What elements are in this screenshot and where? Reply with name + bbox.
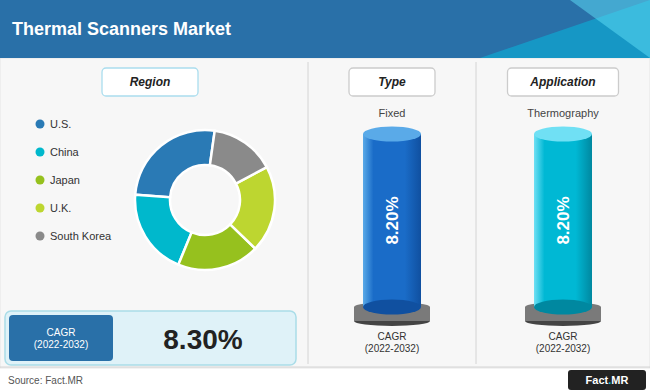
- legend-swatch: [36, 232, 45, 241]
- cylinder: [363, 134, 421, 307]
- logo: Fact.MR: [586, 374, 629, 386]
- title: Thermal Scanners Market: [12, 19, 231, 39]
- footer-separator: [0, 367, 650, 368]
- cylinder-label: 8.20%: [383, 196, 402, 244]
- cagr-value: 8.30%: [163, 324, 242, 355]
- legend-entry: China: [50, 146, 80, 158]
- header-accent: [480, 0, 650, 58]
- separator: [476, 62, 477, 364]
- legend-swatch: [36, 204, 45, 213]
- pie-slice: [210, 131, 267, 184]
- section-label-box: [102, 68, 198, 96]
- section-label-box: [349, 68, 435, 96]
- legend-swatch: [36, 148, 45, 157]
- logo-part: MR: [611, 374, 628, 386]
- logo-box: [568, 370, 646, 390]
- legend-swatch: [36, 176, 45, 185]
- legend-entry: U.S.: [50, 118, 71, 130]
- legend-entry: U.K.: [50, 202, 71, 214]
- cylinder-bottom: [363, 299, 421, 314]
- separator: [308, 62, 309, 364]
- cagr-label: CAGR(2022-2032): [34, 326, 88, 350]
- source: Source: Fact.MR: [8, 375, 83, 386]
- cagr-box: [5, 311, 296, 365]
- pie-slice: [135, 130, 215, 197]
- section-sub: Fixed: [379, 107, 406, 119]
- content-background: [0, 58, 650, 368]
- section-label: Region: [130, 75, 171, 89]
- pie: [135, 130, 275, 270]
- cylinder: [534, 134, 592, 307]
- legend-entry: South Korea: [50, 230, 112, 242]
- cagr-label-box: [9, 315, 113, 361]
- cylinder-top: [534, 126, 592, 141]
- section-label: Application: [529, 75, 595, 89]
- background: [0, 0, 650, 392]
- section-label: Type: [378, 75, 406, 89]
- cagr-period: CAGR(2022-2032): [365, 330, 419, 354]
- section-sub: Thermography: [527, 107, 599, 119]
- section-label-box: [508, 68, 619, 96]
- cylinder-top: [363, 126, 421, 141]
- legend-entry: Japan: [50, 174, 80, 186]
- cylinder-bottom: [534, 299, 592, 314]
- header-accent: [570, 0, 650, 58]
- cylinder-label: 8.20%: [554, 196, 573, 244]
- logo-part: Fact: [586, 374, 609, 386]
- legend-swatch: [36, 120, 45, 129]
- chart: Thermal Scanners Market Region U.S. China Ja…: [0, 0, 650, 392]
- cagr-period: CAGR(2022-2032): [536, 330, 590, 354]
- header: [0, 0, 650, 58]
